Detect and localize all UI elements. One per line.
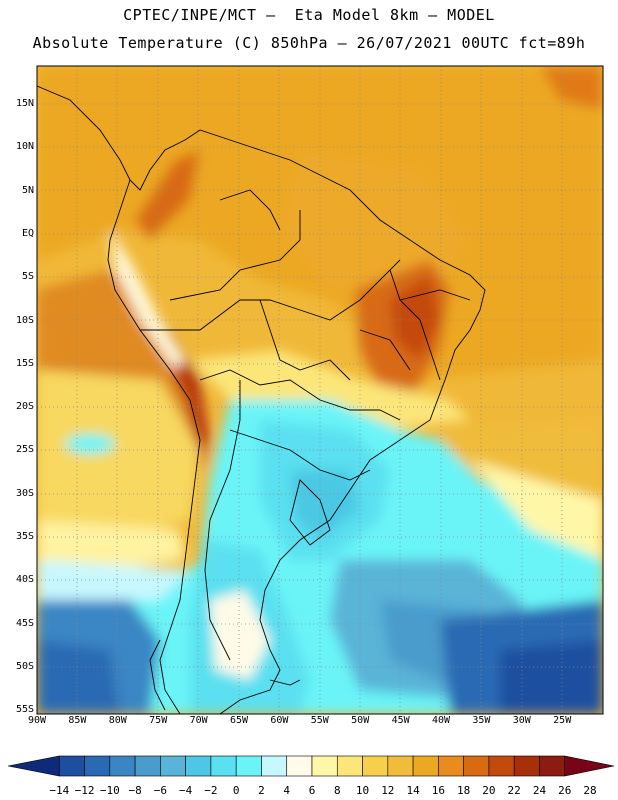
colorbar-segment [311, 755, 338, 777]
colorbar-tick-label: −4 [179, 784, 193, 797]
lat-label: 25S [15, 444, 34, 456]
colorbar-tick-label: 20 [482, 784, 496, 797]
lat-label: 5N [21, 184, 34, 196]
temperature-field [37, 66, 603, 714]
colorbar-segment [134, 755, 161, 777]
colorbar-segment [7, 755, 60, 777]
lat-label: 15S [15, 357, 34, 369]
colorbar-segment [58, 755, 85, 777]
colorbar-segment [84, 755, 111, 777]
lon-label: 50W [351, 715, 370, 726]
colorbar-tick-label: 22 [507, 784, 521, 797]
colorbar-segment [438, 755, 464, 777]
colorbar-segment [564, 755, 615, 777]
lon-label: 90W [27, 715, 47, 726]
coastlines [37, 85, 486, 714]
colorbar-tick-label: 14 [406, 784, 420, 797]
colorbar-tick-label: 2 [258, 784, 265, 797]
colorbar-tick-label: 8 [333, 784, 341, 797]
colorbar-tick-label: 12 [381, 784, 395, 797]
colorbar-segment [286, 755, 313, 777]
colorbar [7, 755, 615, 777]
colorbar-segment [539, 755, 566, 777]
colorbar-segment [185, 755, 212, 777]
colorbar-tick-label: 16 [431, 784, 445, 797]
colorbar-segment [463, 755, 490, 777]
lon-label: 75W [149, 715, 168, 726]
colorbar-tick-label: 0 [232, 784, 240, 797]
colorbar-tick-label: 6 [308, 784, 316, 797]
lat-label: 10S [15, 314, 34, 326]
lon-label: 70W [189, 715, 208, 726]
lon-label: 85W [68, 715, 87, 726]
colorbar-tick-label: 4 [283, 784, 291, 797]
colorbar-segment [513, 755, 540, 777]
colorbar-segment [412, 755, 439, 777]
lat-label: 55S [15, 704, 34, 716]
colorbar-segment [160, 755, 186, 777]
lat-label: 40S [15, 574, 34, 586]
colorbar-tick-label: 28 [583, 784, 597, 797]
lon-label: 80W [108, 715, 127, 726]
lat-label: 10N [15, 141, 34, 153]
lat-label: EQ [21, 227, 34, 239]
colorbar-segment [261, 755, 288, 777]
lat-label: 15N [15, 98, 34, 109]
colorbar-tick-label: −10 [99, 784, 120, 797]
colorbar-segment [362, 755, 389, 777]
lat-label: 45S [15, 617, 34, 629]
colorbar-tick-label: 10 [355, 784, 370, 797]
colorbar-segment [109, 755, 136, 777]
colorbar-tick-label: 18 [457, 784, 471, 797]
colorbar-tick-label: −14 [49, 784, 70, 797]
lat-label: 20S [15, 401, 34, 413]
title-line-2: Absolute Temperature (C) 850hPa – 26/07/… [32, 34, 586, 52]
colorbar-segment [488, 755, 515, 777]
colorbar-tick-label: −12 [74, 784, 95, 797]
colorbar-tick-label: 24 [532, 784, 547, 797]
lat-label: 50S [15, 660, 34, 672]
lat-label: 35S [15, 531, 34, 542]
lon-label: 55W [310, 715, 329, 726]
lon-label: 40W [431, 715, 451, 726]
title-line-1: CPTEC/INPE/MCT – Eta Model 8km – MODEL [123, 6, 495, 24]
map-frame [36, 65, 604, 715]
lat-label: 5S [21, 271, 34, 283]
lon-label: 60W [270, 715, 289, 726]
colorbar-tick-label: −2 [204, 784, 218, 797]
colorbar-segment [387, 755, 414, 777]
colorbar-tick-label: −8 [128, 784, 142, 797]
lon-label: 35W [472, 715, 491, 726]
colorbar-segment [210, 755, 237, 777]
lon-label: 30W [512, 715, 531, 726]
colorbar-tick-label: −6 [153, 784, 167, 797]
lon-label: 65W [229, 715, 249, 726]
colorbar-segment [336, 755, 363, 777]
colorbar-tick-label: 26 [558, 784, 572, 797]
lat-label: 30S [15, 487, 34, 499]
colorbar-segment [235, 755, 262, 777]
lon-label: 25W [553, 715, 572, 726]
lon-label: 45W [391, 715, 410, 726]
